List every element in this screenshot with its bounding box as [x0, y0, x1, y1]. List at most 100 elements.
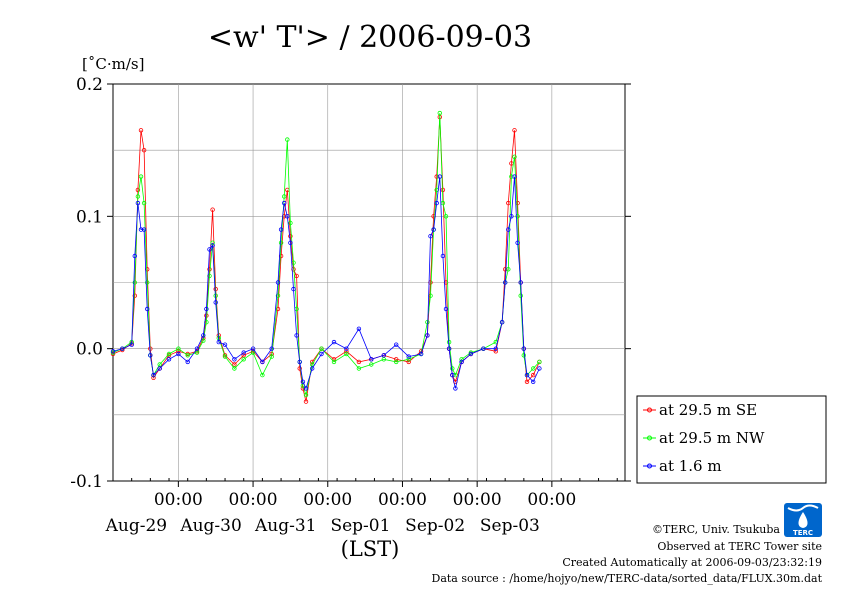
x-date-label: Aug-29: [105, 516, 167, 536]
data-point: [459, 359, 464, 365]
data-point: [241, 357, 246, 362]
data-point: [506, 227, 511, 232]
x-date-label: Sep-01: [330, 516, 390, 536]
footer-source: Data source : /home/hojyo/new/TERC-data/…: [432, 572, 823, 585]
data-point: [437, 110, 442, 116]
data-point: [260, 359, 265, 365]
data-point: [344, 346, 349, 351]
data-point: [176, 351, 181, 357]
data-point: [468, 351, 474, 357]
legend-swatch-marker: [647, 463, 652, 469]
terc-logo: TERC: [784, 503, 822, 537]
data-point: [185, 359, 190, 365]
data-point: [210, 207, 215, 212]
data-point: [319, 346, 324, 351]
data-point: [207, 273, 212, 279]
x-tick-label: 00:00: [527, 490, 576, 510]
data-point: [207, 247, 212, 252]
legend-swatch-marker: [647, 407, 652, 413]
data-point: [531, 379, 536, 384]
data-point: [356, 326, 362, 331]
legend-item: at 29.5 m NW: [643, 429, 765, 447]
data-point: [210, 243, 215, 248]
series-group: [110, 110, 542, 404]
data-point: [369, 362, 374, 367]
data-point: [176, 349, 181, 354]
series-0: [110, 114, 542, 404]
data-point: [138, 174, 144, 179]
data-point: [216, 339, 221, 345]
data-point: [260, 372, 265, 378]
data-point: [210, 240, 215, 245]
data-point: [303, 392, 309, 398]
data-point: [531, 372, 536, 378]
data-point: [493, 349, 498, 354]
data-point: [521, 353, 526, 358]
data-point: [512, 154, 517, 159]
data-point: [443, 214, 449, 219]
data-point: [241, 350, 246, 355]
data-point: [515, 240, 520, 245]
chart-title: <w' T'> / 2006-09-03: [208, 20, 532, 55]
data-point: [250, 346, 256, 351]
data-point: [110, 350, 116, 355]
data-point: [132, 293, 137, 298]
data-point: [201, 338, 206, 343]
x-axis-label: (LST): [341, 537, 400, 561]
data-point: [144, 306, 150, 312]
data-point: [443, 306, 449, 312]
data-point: [129, 342, 134, 347]
logo-drop: [798, 512, 808, 528]
data-point: [453, 386, 458, 391]
data-point: [331, 357, 337, 362]
data-point: [297, 366, 302, 371]
data-point: [278, 227, 284, 232]
data-point: [506, 200, 511, 206]
data-point: [166, 351, 172, 357]
data-point: [141, 200, 147, 206]
legend-box: [636, 395, 827, 484]
data-point: [291, 286, 296, 292]
data-point: [151, 375, 156, 380]
series-2: [110, 174, 542, 391]
data-point: [303, 386, 309, 391]
data-point: [269, 346, 274, 351]
data-point: [138, 128, 144, 133]
data-point: [521, 346, 526, 351]
data-point: [450, 366, 455, 371]
data-point: [406, 359, 411, 365]
data-point: [213, 300, 218, 305]
data-point: [434, 174, 439, 179]
data-point: [132, 280, 137, 285]
legend-item: at 1.6 m: [643, 457, 722, 475]
legend-label: at 29.5 m NW: [659, 429, 765, 447]
data-point: [141, 227, 147, 232]
data-point: [135, 187, 141, 193]
footer-observed: Observed at TERC Tower site: [657, 540, 822, 553]
data-point: [288, 220, 293, 226]
y-axis-label: [˚C·m/s]: [82, 55, 144, 73]
data-point: [450, 372, 455, 378]
legend-label: at 29.5 m SE: [659, 401, 757, 419]
data-point: [453, 372, 458, 378]
data-point: [425, 333, 430, 338]
y-tick-label: 0.0: [76, 340, 103, 360]
data-point: [518, 280, 523, 285]
y-tick-label: 0.2: [76, 75, 103, 95]
data-point: [297, 359, 302, 365]
data-point: [418, 351, 424, 357]
data-point: [222, 354, 228, 359]
data-point: [434, 200, 439, 206]
data-point: [459, 357, 464, 362]
data-point: [481, 346, 486, 351]
legend-item: at 29.5 m SE: [643, 401, 757, 419]
x-tick-label: 00:00: [154, 490, 203, 510]
logo-text: TERC: [793, 529, 813, 537]
series-1: [110, 110, 542, 398]
axes: 0.2 0.1 0.0 -0.1 00:00 Aug-29 00:00 Aug-30 00:00…: [70, 75, 631, 536]
data-point: [524, 379, 530, 384]
data-point: [157, 366, 162, 371]
x-date-label: Aug-30: [179, 516, 241, 536]
data-point: [176, 346, 181, 351]
